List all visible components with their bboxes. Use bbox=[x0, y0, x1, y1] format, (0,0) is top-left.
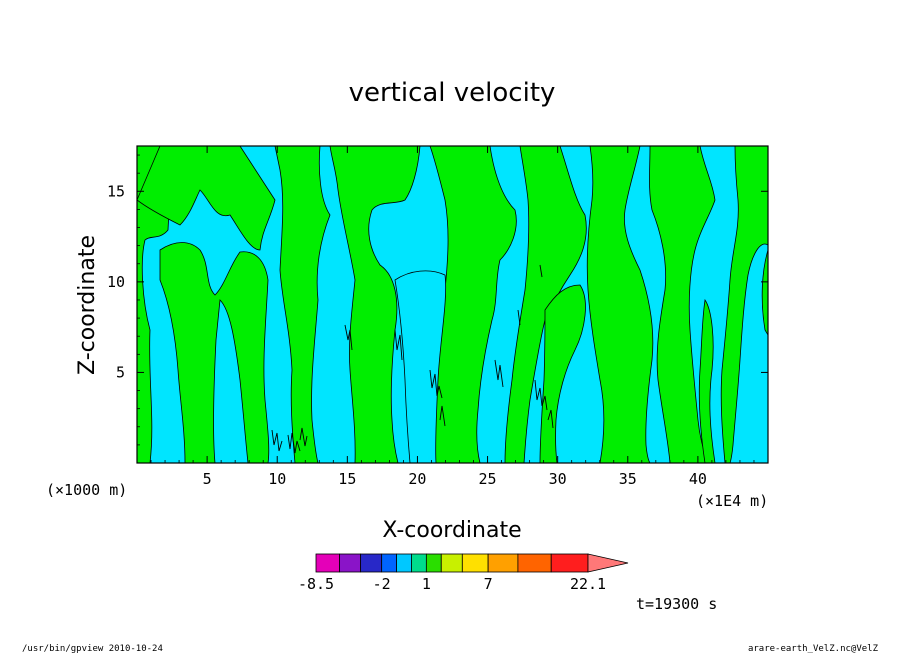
updraft-region bbox=[137, 146, 276, 251]
colorbar: -8.5 -2 1 7 22.1 bbox=[298, 553, 629, 593]
updraft-region bbox=[720, 146, 768, 463]
updraft-region bbox=[698, 298, 716, 463]
colorbar-segment bbox=[550, 553, 589, 573]
colorbar-label: -2 bbox=[373, 575, 391, 593]
colorbar-segment bbox=[487, 553, 519, 573]
x-axis-title: X-coordinate bbox=[382, 518, 521, 543]
colorbar-segment bbox=[339, 553, 362, 573]
time-label: t=19300 s bbox=[636, 595, 717, 613]
updraft-region bbox=[329, 146, 421, 463]
updraft-region bbox=[504, 146, 587, 463]
colorbar-segment bbox=[440, 553, 463, 573]
x-unit-left-label: (×1000 m) bbox=[46, 481, 127, 499]
x-tick-label: 40 bbox=[689, 470, 707, 488]
colorbar-segment bbox=[411, 553, 427, 573]
footer-left: /usr/bin/gpview 2010-10-24 bbox=[22, 644, 163, 654]
positive-velocity-regions bbox=[137, 146, 768, 463]
plot-area bbox=[137, 146, 768, 463]
colorbar-segment bbox=[381, 553, 397, 573]
colorbar-label: 1 bbox=[422, 575, 431, 593]
x-tick-label: 35 bbox=[619, 470, 637, 488]
x-tick-label: 5 bbox=[203, 470, 212, 488]
colorbar-segment bbox=[396, 553, 412, 573]
y-tick-label: 15 bbox=[107, 182, 125, 200]
colorbar-segment bbox=[425, 553, 442, 573]
x-unit-right-label: (×1E4 m) bbox=[696, 492, 768, 510]
x-axis: 5 10 15 20 25 30 35 40 bbox=[150, 146, 755, 488]
x-tick-label: 10 bbox=[268, 470, 286, 488]
colorbar-label: 7 bbox=[484, 575, 493, 593]
x-tick-label: 30 bbox=[549, 470, 567, 488]
updraft-region bbox=[428, 146, 517, 463]
x-tick-label: 20 bbox=[408, 470, 426, 488]
updraft-region bbox=[539, 284, 586, 463]
small-scale-cells bbox=[271, 264, 554, 454]
updraft-region bbox=[761, 249, 768, 336]
colorbar-label: 22.1 bbox=[570, 575, 606, 593]
plot-frame bbox=[136, 145, 769, 464]
colorbar-segment bbox=[360, 553, 383, 573]
updraft-region bbox=[394, 270, 447, 463]
colorbar-segment bbox=[461, 553, 489, 573]
chart-title: vertical velocity bbox=[349, 78, 556, 108]
colorbar-segment bbox=[517, 553, 552, 573]
colorbar-label: -8.5 bbox=[298, 575, 334, 593]
y-axis-title: Z-coordinate bbox=[75, 235, 100, 375]
updraft-region bbox=[213, 299, 249, 463]
updraft-region bbox=[586, 146, 654, 463]
footer-right: arare-earth_VelZ.nc@VelZ bbox=[748, 644, 879, 654]
x-tick-label: 25 bbox=[479, 470, 497, 488]
colorbar-extension-arrow bbox=[587, 553, 629, 573]
y-tick-label: 10 bbox=[107, 273, 125, 291]
x-tick-label: 15 bbox=[338, 470, 356, 488]
y-axis: 5 10 15 bbox=[107, 154, 768, 446]
colorbar-segment bbox=[315, 553, 340, 573]
y-tick-label: 5 bbox=[116, 363, 125, 381]
updraft-region bbox=[274, 146, 331, 463]
